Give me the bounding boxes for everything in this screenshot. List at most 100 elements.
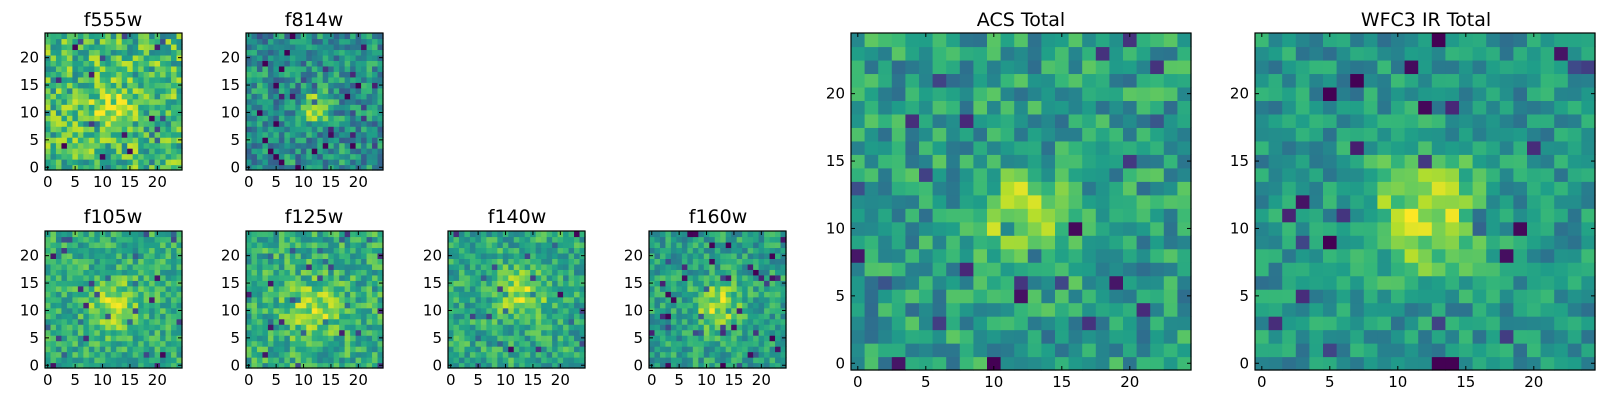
heatmap-cell [273,351,280,358]
heatmap-cell [251,252,258,259]
heatmap-cell [317,274,324,281]
heatmap-cell [300,76,307,83]
heatmap-cell [171,87,178,94]
heatmap-cell [132,324,139,331]
heatmap-cell [1540,235,1555,250]
heatmap-cell [121,126,128,133]
heatmap-cell [361,231,368,238]
heatmap-cell [1123,127,1138,142]
heatmap-cell [709,357,716,364]
heatmap-cell [317,98,324,105]
x-tick-label: 5 [921,373,931,391]
heatmap-cell [932,46,947,61]
heatmap-cell [311,285,318,292]
heatmap-cell [851,59,866,75]
heatmap-cell [289,346,296,353]
heatmap-cell [1268,248,1283,263]
heatmap-cell [105,98,112,105]
heatmap-cell [448,340,455,347]
heatmap-cell [160,252,167,259]
heatmap-cell [311,351,318,358]
heatmap-cell [138,335,145,342]
heatmap-cell [1041,208,1056,223]
heatmap-cell [160,38,167,45]
heatmap-cell [61,153,68,160]
heatmap-cell [676,274,683,281]
heatmap-cell [350,153,357,160]
heatmap-cell [121,87,128,94]
heatmap-cell [366,159,373,166]
heatmap-cell [959,343,974,358]
heatmap-cell [246,263,253,270]
heatmap-cell [306,302,313,309]
heatmap-cell [165,362,172,369]
heatmap-cell [458,302,466,309]
heatmap-cell [579,274,586,281]
heatmap-cell [665,335,672,342]
heatmap-cell [267,329,274,336]
heatmap-cell [256,60,264,67]
heatmap-cell [780,296,787,303]
heatmap-cell [251,137,258,144]
heatmap-cell [132,231,139,238]
heatmap-cell [116,329,123,336]
heatmap-cell [1377,167,1392,182]
heatmap-cell [1309,316,1324,331]
heatmap-cell [568,324,575,331]
heatmap-cell [905,343,920,358]
heatmap-cell [1336,316,1351,331]
heatmap-cell [987,46,1002,61]
y-tick-label: 10 [624,301,643,319]
heatmap-cell [1177,113,1192,128]
heatmap-cell [284,258,291,265]
heatmap-cell [1404,289,1419,304]
heatmap-cell [160,131,167,138]
heatmap-cell [284,263,291,270]
heatmap-cell [105,231,112,238]
heatmap-cell [775,252,782,259]
heatmap-cell [1336,181,1351,196]
heatmap-cell [905,302,920,317]
heatmap-cell [546,302,553,309]
heatmap-cell [61,335,68,342]
heatmap-cell [94,280,101,287]
heatmap-cell [878,221,893,236]
heatmap-cell [176,357,183,364]
heatmap-cell [1000,221,1015,236]
heatmap-cell [687,329,694,336]
heatmap-cell [110,329,117,336]
heatmap-cell [1377,208,1392,223]
heatmap-cell [1323,208,1338,223]
heatmap-cell [692,291,699,298]
heatmap-cell [77,153,84,160]
heatmap-cell [541,340,548,347]
heatmap-cell [905,316,920,331]
heatmap-cell [878,302,893,317]
heatmap-cell [361,241,368,249]
heatmap-cell [94,252,101,259]
heatmap-cell [919,86,934,101]
heatmap-cell [747,324,754,331]
heatmap-cell [469,291,476,298]
heatmap-cell [256,93,264,100]
heatmap-cell [99,43,106,51]
heatmap-cell [764,296,771,303]
heatmap-cell [121,258,128,265]
heatmap-cell [88,307,95,314]
heatmap-cell [83,153,90,160]
heatmap-cell [775,324,782,331]
heatmap-cell [959,302,974,317]
heatmap-cell [1109,329,1124,344]
heatmap-cell [116,82,123,89]
heatmap-cell [361,98,368,105]
heatmap-cell [919,59,934,75]
heatmap-cell [176,153,183,160]
heatmap-cell [127,269,134,276]
heatmap-cell [568,263,575,270]
heatmap-cell [458,231,466,238]
heatmap-cell [919,329,934,344]
heatmap-cell [72,269,79,276]
heatmap-cell [1150,33,1165,48]
heatmap-cell [333,33,340,40]
heatmap-cell [775,274,782,281]
